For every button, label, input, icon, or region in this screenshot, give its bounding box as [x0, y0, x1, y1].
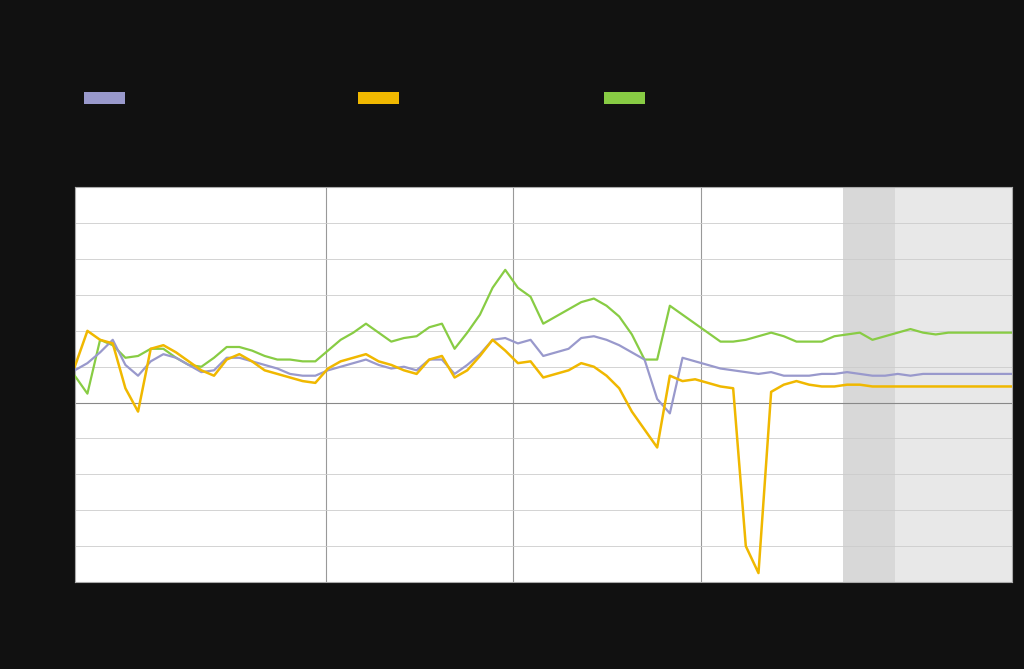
- Bar: [895, 187, 1012, 582]
- Bar: [843, 187, 895, 582]
